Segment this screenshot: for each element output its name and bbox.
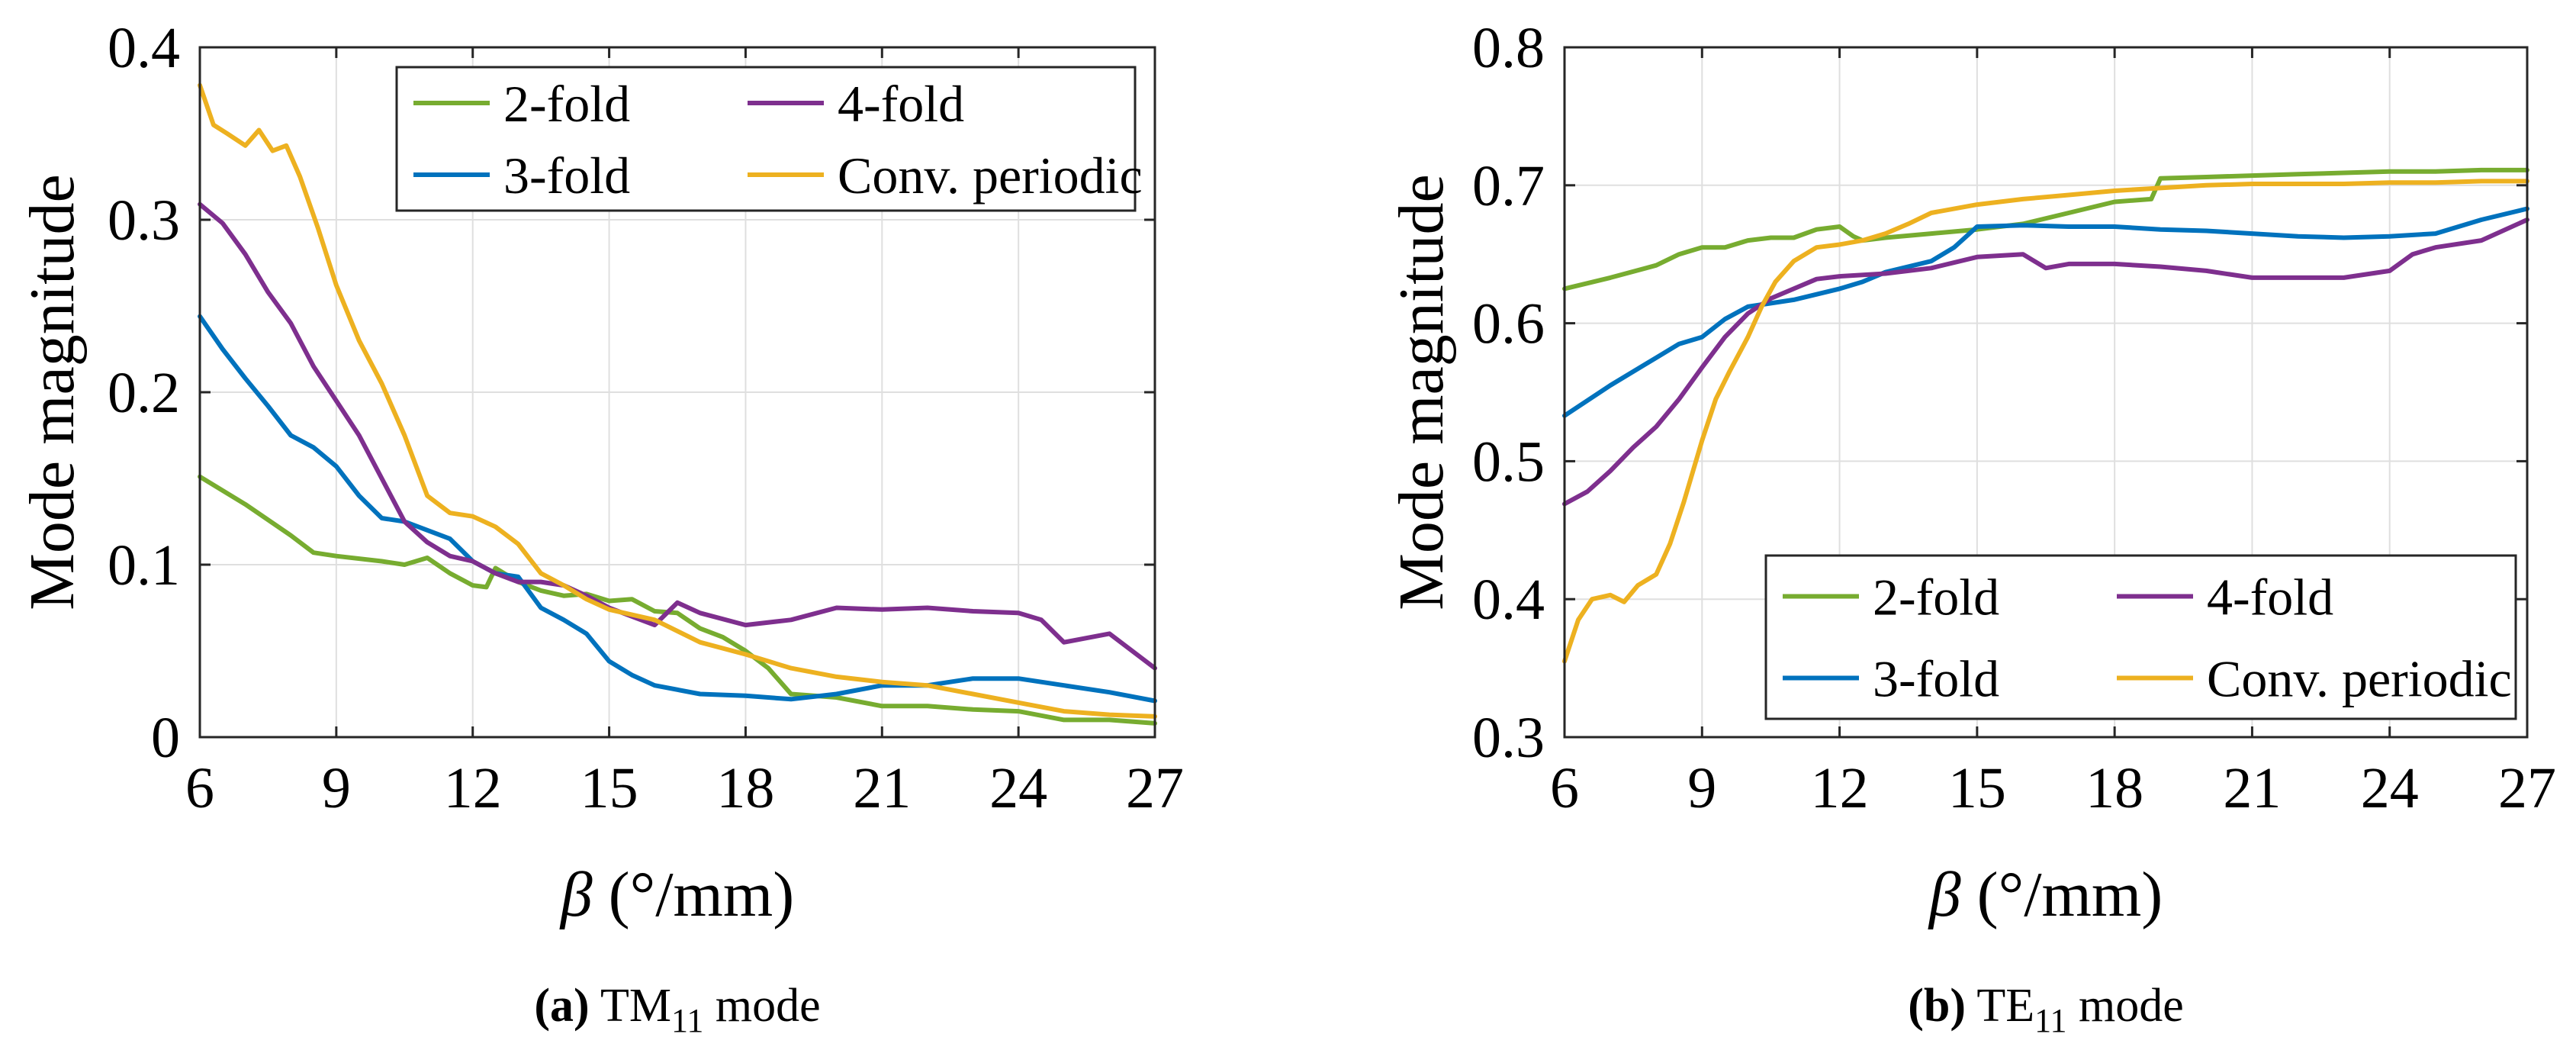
y-tick-label: 0.3 [108, 188, 180, 253]
panel-a-y-axis-label: Mode magnitude [17, 174, 88, 610]
y-tick-label: 0.6 [1472, 292, 1545, 356]
panel-b-te11-chart: 6 9 12 15 18 21 24 27 0.3 0.4 0.5 0.6 0.7 0.8 Mode ma… [1386, 16, 2556, 1039]
y-tick-label: 0.4 [108, 16, 180, 80]
panel-b-legend: 2-fold 4-fold 3-fold Conv. periodic [1764, 554, 2517, 720]
x-tick-label: 18 [716, 756, 774, 820]
y-tick-label: 0.1 [108, 533, 180, 597]
x-tick-label: 27 [1126, 756, 1184, 820]
legend-label: 4-fold [838, 75, 964, 133]
legend-box [395, 66, 1137, 212]
series-line-2-fold [198, 474, 1157, 726]
legend-label: 2-fold [1873, 568, 1999, 626]
y-tick-label: 0.5 [1472, 430, 1545, 494]
legend-label: Conv. periodic [838, 147, 1143, 205]
panel-b-ticks: 6 9 12 15 18 21 24 27 0.3 0.4 0.5 0.6 0.7 0.8 [1472, 16, 2556, 820]
panel-b-x-axis-label: β (°/mm) [1928, 859, 2163, 930]
x-tick-label: 18 [2086, 756, 2143, 820]
series-line-3-fold [198, 314, 1157, 704]
x-tick-label: 21 [2223, 756, 2281, 820]
x-tick-label: 15 [580, 756, 638, 820]
legend-label: Conv. periodic [2207, 650, 2512, 708]
y-tick-label: 0.7 [1472, 154, 1545, 218]
x-tick-label: 12 [444, 756, 502, 820]
panel-b-series [1562, 167, 2529, 664]
panel-b-caption: (b) TE11 mode [1908, 980, 2184, 1039]
panel-a-caption: (a) TM11 mode [534, 980, 820, 1039]
panel-b-axes-box [1563, 46, 2529, 739]
legend-label: 4-fold [2207, 568, 2333, 626]
panel-b-y-axis-label: Mode magnitude [1386, 174, 1457, 610]
x-tick-label: 27 [2498, 756, 2556, 820]
x-tick-label: 21 [853, 756, 911, 820]
y-tick-label: 0.2 [108, 361, 180, 425]
panel-a-legend: 2-fold 4-fold 3-fold Conv. periodic [395, 66, 1143, 212]
x-tick-label: 24 [2361, 756, 2419, 820]
x-tick-label: 6 [185, 756, 214, 820]
series-line-2-fold [1562, 167, 2529, 291]
legend-label: 3-fold [503, 147, 630, 205]
panel-a-ticks: 6 9 12 15 18 21 24 27 0 0.1 0.2 0.3 0.4 [108, 16, 1184, 820]
series-line-4-fold [198, 201, 1157, 671]
y-tick-label: 0.3 [1472, 706, 1545, 770]
x-tick-label: 6 [1550, 756, 1579, 820]
legend-label: 3-fold [1873, 650, 1999, 708]
series-line-conv-periodic [198, 82, 1157, 719]
x-tick-label: 24 [989, 756, 1047, 820]
panel-a-series [198, 82, 1157, 726]
x-tick-label: 12 [1811, 756, 1869, 820]
y-tick-label: 0.8 [1472, 16, 1545, 80]
x-tick-label: 15 [1948, 756, 2006, 820]
panel-a-x-axis-label: β (°/mm) [559, 859, 794, 930]
y-tick-label: 0 [151, 706, 180, 770]
legend-label: 2-fold [503, 75, 630, 133]
x-tick-label: 9 [322, 756, 351, 820]
y-tick-label: 0.4 [1472, 568, 1545, 632]
series-line-3-fold [1562, 206, 2529, 418]
series-line-4-fold [1562, 217, 2529, 507]
series-line-conv-periodic [1562, 179, 2529, 664]
legend-box [1764, 554, 2517, 720]
panel-a-tm11-chart: 6 9 12 15 18 21 24 27 0 0.1 0.2 0.3 0.4 Mode magnitu… [17, 16, 1184, 1039]
x-tick-label: 9 [1687, 756, 1716, 820]
